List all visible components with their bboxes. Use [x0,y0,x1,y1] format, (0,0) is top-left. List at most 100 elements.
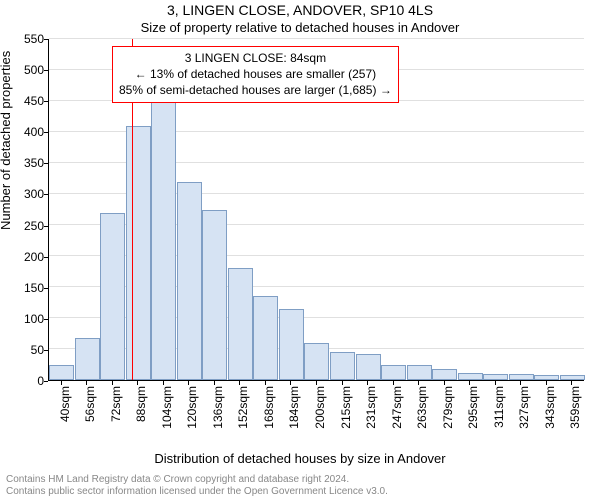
x-tick-label: 215sqm [339,386,353,429]
y-tick-mark [44,70,48,71]
x-tick-label: 359sqm [568,386,582,429]
y-tick-mark [44,226,48,227]
attribution-line-2: Contains public sector information licen… [6,486,596,498]
y-tick-mark [44,319,48,320]
x-tick-mark [316,381,317,385]
y-tick-label: 550 [24,32,44,46]
histogram-bar [432,369,457,380]
histogram-bar [151,98,176,380]
attribution-line-1: Contains HM Land Registry data © Crown c… [6,474,596,486]
x-tick-mark [393,381,394,385]
x-tick-mark [469,381,470,385]
x-tick-label: 311sqm [492,386,506,428]
histogram-bar [253,296,278,380]
x-tick-label: 168sqm [262,386,276,429]
chart-subtitle: Size of property relative to detached ho… [0,20,600,35]
y-tick-mark [44,101,48,102]
histogram-bar [279,309,304,380]
x-tick-label: 295sqm [466,386,480,429]
x-tick-label: 231sqm [364,386,378,429]
x-tick-mark [137,381,138,385]
x-axis-label: Distribution of detached houses by size … [0,451,600,466]
y-tick-label: 300 [24,187,44,201]
histogram-bar [534,375,559,380]
y-tick-label: 350 [24,156,44,170]
x-tick-label: 184sqm [287,386,301,429]
x-tick-label: 247sqm [390,386,404,429]
x-tick-mark [265,381,266,385]
y-axis-label: Number of detached properties [0,51,13,230]
histogram-bar [560,375,585,380]
y-tick-label: 500 [24,63,44,77]
annotation-line-2: ← 13% of detached houses are smaller (25… [119,66,392,82]
histogram-bar [509,374,534,380]
x-tick-label: 136sqm [211,386,225,429]
histogram-bar [381,365,406,381]
annotation-line-1: 3 LINGEN CLOSE: 84sqm [119,50,392,66]
y-tick-label: 200 [24,250,44,264]
x-tick-mark [188,381,189,385]
x-tick-mark [342,381,343,385]
x-tick-mark [571,381,572,385]
x-tick-label: 88sqm [134,386,148,422]
x-tick-label: 279sqm [441,386,455,429]
histogram-bar [75,338,100,380]
y-tick-mark [44,163,48,164]
x-tick-label: 152sqm [236,386,250,429]
histogram-bar [100,213,125,380]
x-tick-label: 120sqm [185,386,199,429]
x-tick-mark [546,381,547,385]
histogram-bar [330,352,355,380]
x-tick-mark [163,381,164,385]
histogram-bar [177,182,202,380]
x-tick-mark [239,381,240,385]
x-tick-label: 263sqm [415,386,429,429]
x-tick-label: 200sqm [313,386,327,429]
x-tick-mark [495,381,496,385]
histogram-bar [202,210,227,381]
y-tick-label: 0 [37,374,44,388]
x-tick-label: 327sqm [517,386,531,429]
y-tick-label: 50 [31,343,44,357]
annotation-line-3: 85% of semi-detached houses are larger (… [119,82,392,98]
y-tick-label: 400 [24,125,44,139]
y-tick-mark [44,381,48,382]
y-tick-label: 450 [24,94,44,108]
chart-container: 3, LINGEN CLOSE, ANDOVER, SP10 4LS Size … [0,0,600,500]
x-tick-label: 72sqm [109,386,123,422]
histogram-bar [228,268,253,380]
histogram-bar [458,373,483,380]
histogram-bar [483,374,508,380]
y-tick-label: 250 [24,219,44,233]
x-tick-label: 56sqm [83,386,97,422]
y-tick-mark [44,288,48,289]
x-tick-mark [214,381,215,385]
y-tick-mark [44,39,48,40]
x-tick-mark [86,381,87,385]
x-tick-mark [418,381,419,385]
x-tick-label: 40sqm [58,386,72,422]
x-tick-label: 343sqm [543,386,557,429]
x-tick-mark [112,381,113,385]
x-tick-mark [444,381,445,385]
x-tick-mark [290,381,291,385]
y-tick-mark [44,194,48,195]
y-tick-mark [44,132,48,133]
gridline-h [49,38,584,39]
y-tick-label: 150 [24,281,44,295]
histogram-bar [304,343,329,380]
annotation-box: 3 LINGEN CLOSE: 84sqm ← 13% of detached … [112,46,399,103]
attribution-text: Contains HM Land Registry data © Crown c… [6,474,596,498]
histogram-bar [126,126,151,380]
y-tick-mark [44,257,48,258]
y-tick-mark [44,350,48,351]
x-tick-mark [367,381,368,385]
x-tick-label: 104sqm [160,386,174,429]
x-tick-mark [520,381,521,385]
histogram-bar [356,354,381,380]
page-title: 3, LINGEN CLOSE, ANDOVER, SP10 4LS [0,2,600,18]
x-tick-mark [61,381,62,385]
histogram-bar [407,365,432,381]
y-tick-label: 100 [24,312,44,326]
histogram-bar [49,365,74,381]
